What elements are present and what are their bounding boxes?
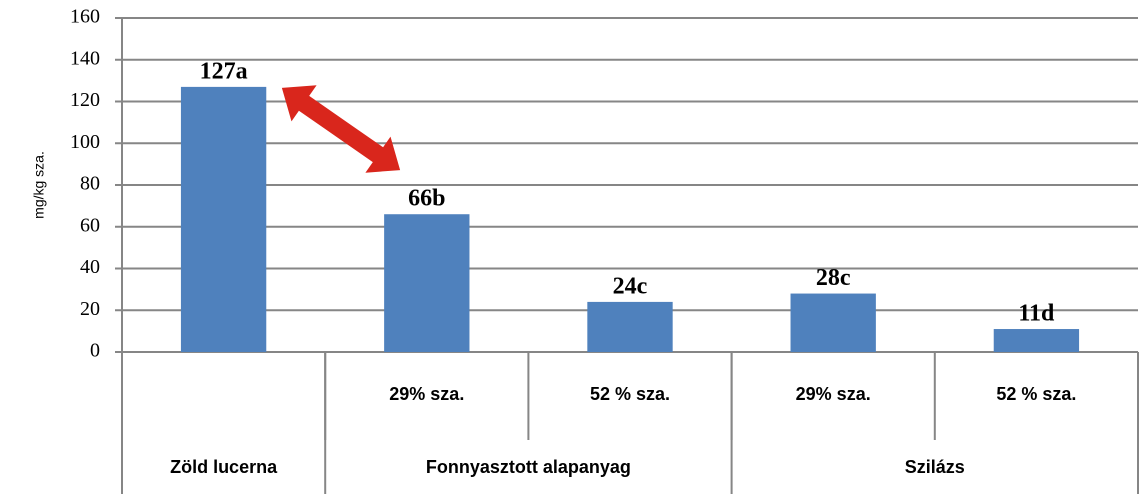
group-label: Zöld lucerna [170, 457, 278, 477]
bar [993, 329, 1080, 352]
group-label: Szilázs [905, 457, 965, 477]
y-axis-label: mg/kg sza. [31, 151, 47, 219]
x-tick-label: 29% sza. [796, 384, 871, 404]
value-label: 127a [200, 58, 248, 84]
y-tick-label: 100 [70, 131, 100, 153]
y-tick-label: 20 [80, 298, 100, 320]
x-tick-label: 29% sza. [389, 384, 464, 404]
x-tick-label: 52 % sza. [996, 384, 1076, 404]
value-label: 28c [816, 265, 851, 291]
y-tick-label: 160 [70, 6, 100, 28]
x-tick-label: 52 % sza. [590, 384, 670, 404]
bar [384, 214, 470, 352]
y-tick-label: 60 [80, 214, 100, 236]
value-label: 66b [408, 186, 445, 212]
arrow-shape [281, 85, 401, 173]
y-tick-label: 40 [80, 256, 100, 278]
y-tick-label: 0 [90, 340, 100, 362]
group-label: Fonnyasztott alapanyag [426, 457, 631, 477]
bar [180, 86, 267, 352]
annotation-arrow [281, 85, 401, 173]
bar [790, 293, 876, 352]
y-tick-label: 140 [70, 47, 100, 69]
value-label: 11d [1018, 301, 1055, 327]
y-tick-label: 80 [80, 173, 100, 195]
y-tick-label: 120 [70, 89, 100, 111]
value-label: 24c [613, 273, 648, 299]
bar [587, 301, 673, 352]
